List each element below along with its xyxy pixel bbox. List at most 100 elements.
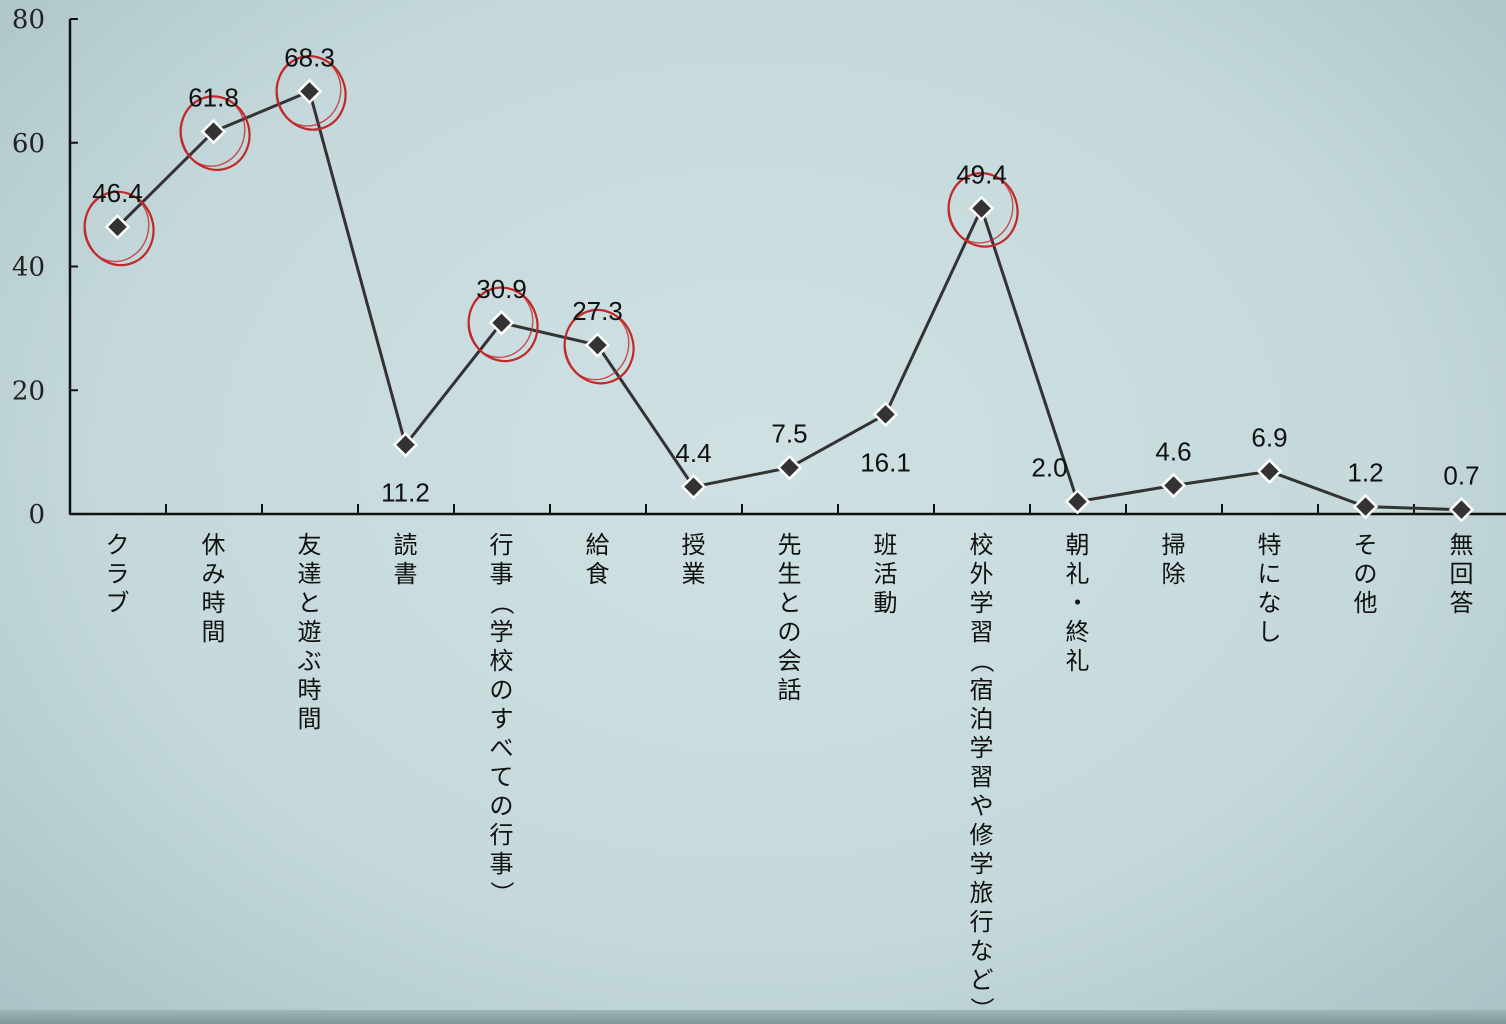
x-tick-label-char: て [490,763,514,791]
highlight-circle [947,172,1014,244]
x-tick-label-char: な [970,937,994,965]
x-tick-label-char: み [202,560,226,588]
x-tick-label-char: な [1258,589,1282,617]
x-tick-label-char: 行 [490,531,514,559]
data-point [584,332,611,358]
data-point [392,431,419,458]
data-label: 2.0 [1031,453,1067,483]
x-tick-label-char: ） [968,997,996,1021]
x-tick-label-char: ） [488,881,516,905]
x-tick-label-char: 話 [778,676,802,704]
x-tick-label-char: と [778,589,802,617]
data-label: 61.8 [188,83,239,113]
data-point [1256,458,1283,485]
highlight-circle [83,191,150,263]
x-tick-label-char: 終 [1066,618,1090,646]
data-label: 4.6 [1155,437,1191,467]
data-point [1352,493,1379,520]
data-label: 68.3 [284,42,335,72]
x-tick-label-char: 習 [970,763,994,791]
x-tick-label-char: 生 [778,560,802,588]
x-tick-label-char: 礼 [1066,647,1090,675]
data-point [1448,496,1475,523]
x-tick-label-char: 修 [970,821,994,849]
y-tick-label: 80 [12,5,45,35]
x-tick-label-char: 間 [202,618,226,646]
x-tick-label-char: 学 [490,618,514,646]
x-tick-label-char: ど [970,966,994,994]
data-point [488,310,515,336]
x-tick-label-char: の [1354,560,1378,588]
x-tick-label-char: 事 [490,560,514,588]
y-tick-label: 40 [12,253,45,283]
x-tick-label-char: 外 [970,560,994,588]
x-tick-label-char: 授 [682,531,706,559]
x-tick-label-char: 食 [586,560,610,588]
data-label: 27.3 [572,296,623,326]
x-tick-label: 掃除 [1162,531,1186,588]
x-tick-label-char: 習 [970,618,994,646]
x-tick-label-char: 時 [202,589,226,617]
x-tick-label-char: 除 [1162,560,1186,588]
x-tick-label-char: す [490,705,514,733]
x-tick-label-char: に [1258,560,1282,588]
x-tick-label-char: 読 [394,531,418,559]
x-tick-label: 無回答 [1450,531,1474,617]
x-tick-label-char: 学 [970,734,994,762]
x-tick-label-char: 班 [874,531,898,559]
data-point [1064,488,1091,515]
x-tick-label-char: 礼 [1066,560,1090,588]
highlight-circle [275,55,342,127]
x-tick-label-char: 友 [298,531,322,559]
x-tick-label-char: と [298,589,322,617]
x-tick-label-char: の [778,618,802,646]
x-tick-label: 班活動 [874,531,898,617]
x-tick-label-char: 業 [682,560,706,588]
data-label: 0.7 [1443,461,1479,491]
data-label: 7.5 [771,419,807,449]
data-label: 11.2 [381,478,430,508]
x-tick-label-char: の [490,676,514,704]
data-point [296,78,323,105]
x-tick-label-char: 学 [970,589,994,617]
x-tick-label: クラブ [106,531,130,617]
x-tick-label-char: 休 [202,531,226,559]
x-tick-label-char: や [970,792,994,820]
x-tick-label: 給食 [586,531,610,588]
x-tick-label-char: 行 [970,908,994,936]
x-tick-label-char: ラ [106,560,130,588]
x-tick-label-char: （ [488,591,516,615]
x-tick-label-char: 旅 [970,879,994,907]
x-tick-label-char: 遊 [298,618,322,646]
data-point [872,401,899,428]
x-tick-label-char: 校 [490,647,514,675]
x-tick-label: その他 [1354,531,1378,617]
data-point [968,195,995,222]
x-tick-label: 朝礼・終礼 [1066,531,1090,675]
y-tick-label: 60 [12,129,45,159]
x-tick-label-char: ぶ [298,647,322,675]
data-label: 46.4 [92,178,143,208]
x-tick-label-char: 朝 [1066,531,1090,559]
bottom-edge [0,1010,1506,1024]
data-label: 16.1 [860,447,911,477]
data-point [776,454,803,481]
x-tick-label-char: 活 [874,560,898,588]
x-tick-label-char: （ [968,649,996,673]
data-label: 6.9 [1251,422,1287,452]
x-tick-label-char: 時 [298,676,322,704]
x-tick-label-char: ク [106,531,130,559]
data-label: 4.4 [675,438,711,468]
x-tick-label-char: 事 [490,850,514,878]
x-tick-label-char: ・ [1066,589,1090,617]
x-tick-label-char: そ [1354,531,1378,559]
x-tick-label-char: 校 [970,531,994,559]
data-label: 1.2 [1347,458,1383,488]
data-point [1160,472,1187,499]
x-tick-label-char: 回 [1450,560,1474,588]
